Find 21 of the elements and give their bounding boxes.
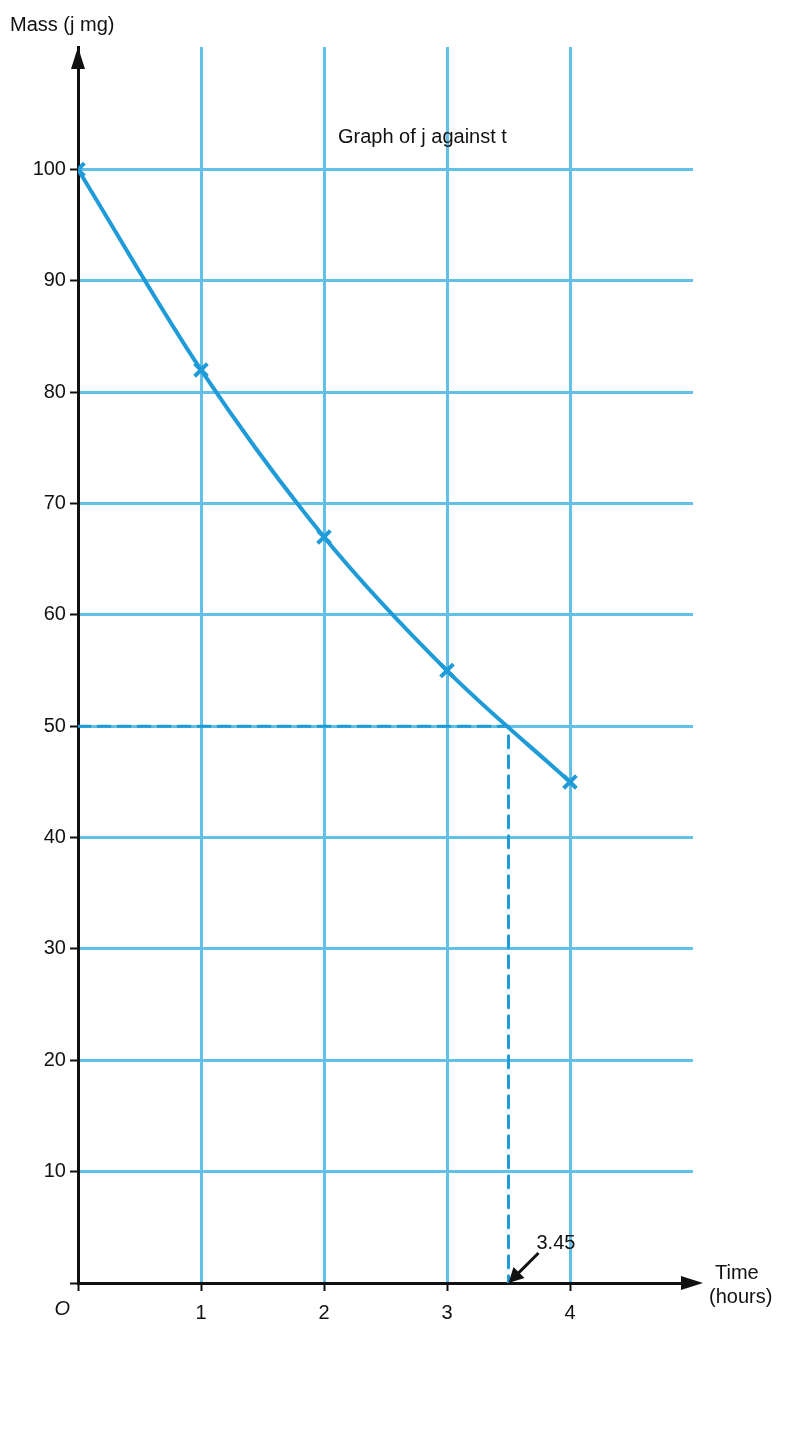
point xyxy=(315,528,333,546)
point xyxy=(561,773,579,791)
y-tick-label: 20 xyxy=(43,1047,66,1070)
point xyxy=(192,361,210,379)
y-tick-label: 100 xyxy=(32,157,66,179)
point xyxy=(438,662,456,679)
y-tick-label: 40 xyxy=(43,825,66,848)
y-axis-title: Mass (j mg) xyxy=(10,13,115,35)
text: O xyxy=(54,1297,70,1319)
x-tick-label: 2 xyxy=(318,1300,330,1323)
y-tick-label: 60 xyxy=(43,602,66,625)
y-tick-label: 80 xyxy=(43,379,66,402)
y-tick-label: 50 xyxy=(43,713,66,736)
x-tick-label: 3 xyxy=(441,1300,453,1323)
y-tick-label: 30 xyxy=(43,936,66,959)
y-tick-label: 10 xyxy=(43,1159,66,1182)
y-tick-label: 90 xyxy=(43,268,66,291)
x-axis-title: Time (hours) xyxy=(709,1261,773,1307)
x-tick-label: 1 xyxy=(195,1300,207,1323)
x-tick-label: 4 xyxy=(564,1300,576,1323)
y-tick-label: 70 xyxy=(43,491,66,514)
